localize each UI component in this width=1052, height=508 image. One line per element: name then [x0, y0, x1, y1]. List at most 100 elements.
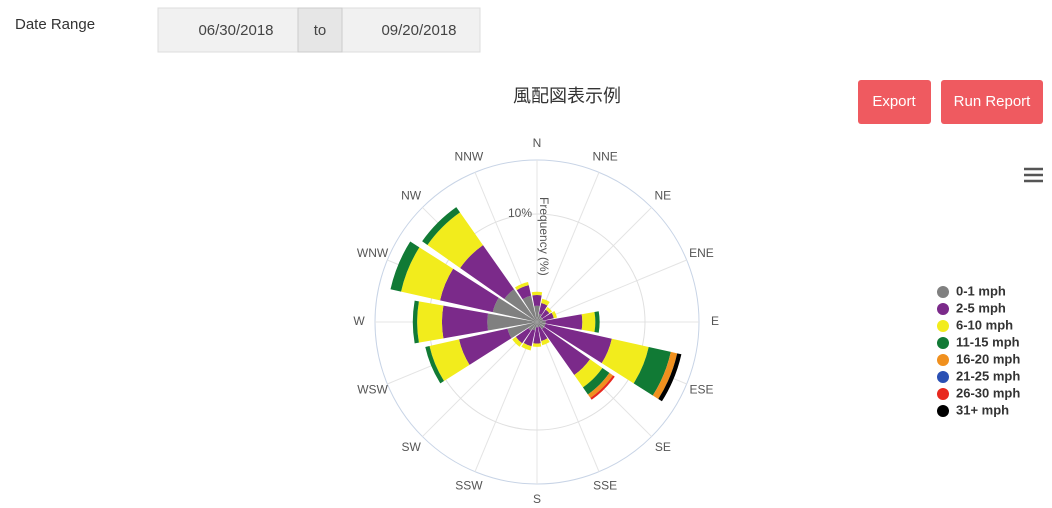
- direction-label: SSW: [455, 479, 483, 493]
- wedge: [429, 339, 470, 382]
- radial-tick-label: 10%: [508, 206, 532, 220]
- direction-label: SSE: [593, 479, 617, 493]
- wedge: [537, 322, 546, 327]
- menu-icon[interactable]: [1024, 167, 1043, 183]
- date-range-label: Date Range: [15, 16, 95, 33]
- wedge: [538, 303, 548, 315]
- wedge: [545, 314, 583, 330]
- legend-label: 11-15 mph: [956, 334, 1020, 349]
- end-date[interactable]: 09/20/2018: [381, 22, 456, 39]
- start-date[interactable]: 06/30/2018: [198, 22, 273, 39]
- direction-label: NE: [655, 188, 672, 202]
- wedge: [528, 322, 537, 331]
- legend-swatch: [937, 354, 949, 366]
- direction-label: ENE: [689, 246, 714, 260]
- wedge: [492, 297, 537, 322]
- spoke: [536, 259, 687, 323]
- wedge: [521, 342, 532, 351]
- wedge: [587, 372, 613, 398]
- wedge: [516, 285, 532, 300]
- direction-label: WNW: [357, 246, 389, 260]
- wedge: [540, 309, 550, 319]
- wedge: [532, 343, 542, 347]
- direction-label: ESE: [689, 382, 713, 396]
- wedge: [590, 375, 615, 400]
- direction-label: SE: [655, 440, 671, 454]
- wedge: [504, 289, 537, 322]
- wedge: [574, 359, 603, 388]
- wedge: [537, 316, 543, 322]
- legend-label: 2-5 mph: [956, 300, 1006, 315]
- wedge: [522, 295, 537, 322]
- wedge: [533, 327, 541, 344]
- spoke: [536, 172, 600, 323]
- wedge: [582, 367, 610, 395]
- wedge: [537, 320, 546, 324]
- export-label[interactable]: Export: [872, 93, 916, 110]
- wedge: [551, 311, 558, 319]
- run-report-label[interactable]: Run Report: [954, 93, 1032, 110]
- direction-label: W: [353, 314, 365, 328]
- wedge: [441, 305, 489, 339]
- wedge: [523, 329, 536, 347]
- direction-label: NNW: [455, 150, 484, 164]
- wedge: [487, 313, 537, 331]
- spoke: [536, 207, 652, 323]
- direction-label: S: [533, 492, 541, 506]
- wedge: [422, 207, 460, 245]
- wedge: [507, 322, 537, 339]
- legend-label: 0-1 mph: [956, 283, 1006, 298]
- direction-label: SW: [401, 440, 421, 454]
- wedge: [417, 301, 444, 343]
- wedge: [542, 312, 554, 321]
- wedge: [401, 247, 454, 301]
- export-button[interactable]: [858, 80, 931, 124]
- wedge: [544, 323, 612, 364]
- wedge: [390, 241, 420, 292]
- wedge: [537, 318, 544, 322]
- wedge: [545, 306, 553, 314]
- wedge: [531, 291, 543, 296]
- wedge: [581, 311, 596, 333]
- legend-label: 21-25 mph: [956, 368, 1020, 383]
- legend-swatch: [937, 286, 949, 298]
- wedge: [512, 336, 523, 347]
- wedge: [440, 268, 499, 313]
- direction-label: NNE: [592, 150, 617, 164]
- wedge: [537, 322, 540, 328]
- legend-label: 26-30 mph: [956, 385, 1020, 400]
- wedge: [412, 300, 419, 344]
- legend-swatch: [937, 337, 949, 349]
- wedge: [425, 346, 444, 384]
- wedge: [541, 298, 550, 306]
- run-report-button[interactable]: [941, 80, 1043, 124]
- wedge: [541, 326, 591, 376]
- legend-label: 6-10 mph: [956, 317, 1013, 332]
- wedge: [652, 351, 678, 399]
- wedge: [534, 305, 540, 322]
- wedge: [538, 326, 548, 341]
- legend-swatch: [937, 405, 949, 417]
- wedge: [537, 322, 545, 330]
- legend-label: 16-20 mph: [956, 351, 1020, 366]
- wedge: [537, 313, 542, 322]
- legend-swatch: [937, 388, 949, 400]
- wedge: [601, 338, 649, 384]
- direction-label: E: [711, 314, 719, 328]
- separator: to: [314, 22, 327, 39]
- legend-swatch: [937, 371, 949, 383]
- wedge: [594, 311, 600, 333]
- wedge: [536, 322, 538, 328]
- direction-label: WSW: [357, 382, 388, 396]
- spoke: [536, 321, 600, 472]
- wedge: [532, 294, 542, 307]
- radial-axis-label: Frequency (%): [537, 197, 551, 276]
- wedge: [427, 212, 483, 268]
- wedge: [460, 245, 515, 300]
- wedge: [633, 346, 671, 396]
- legend-swatch: [937, 303, 949, 315]
- chart-title: 風配図表示例: [513, 86, 621, 106]
- separator-box: [297, 7, 343, 53]
- direction-label: N: [533, 136, 542, 150]
